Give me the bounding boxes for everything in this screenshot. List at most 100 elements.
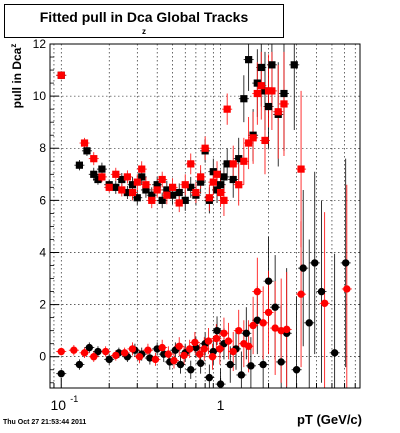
square-marker: [94, 175, 102, 184]
square-marker: [245, 139, 253, 147]
square-marker: [229, 160, 237, 168]
square-marker: [235, 155, 243, 163]
circle-marker: [229, 347, 237, 356]
square-marker: [240, 157, 248, 165]
circle-marker: [330, 349, 339, 357]
square-marker: [240, 95, 248, 103]
square-marker: [128, 188, 137, 197]
square-marker: [257, 63, 265, 72]
square-marker: [187, 160, 195, 168]
circle-marker: [259, 360, 267, 369]
circle-marker: [151, 355, 160, 364]
square-marker: [138, 173, 146, 181]
circle-marker: [297, 290, 305, 298]
square-marker: [169, 183, 177, 191]
data-markers: [57, 56, 351, 388]
square-marker: [229, 175, 237, 184]
y-axis-label: pull in Dcaz: [9, 21, 24, 131]
circle-marker: [235, 326, 243, 335]
square-marker: [98, 173, 106, 181]
circle-marker: [208, 353, 217, 361]
circle-marker: [259, 319, 267, 327]
square-marker: [290, 61, 298, 69]
square-marker: [98, 165, 106, 173]
circle-marker: [271, 324, 279, 332]
square-marker: [169, 191, 177, 199]
x-tick-label-exponent: -1: [70, 394, 78, 404]
square-marker: [268, 61, 276, 69]
square-marker: [181, 181, 189, 189]
square-marker: [223, 105, 231, 113]
circle-marker: [176, 360, 185, 369]
circle-marker: [187, 366, 195, 374]
circle-marker: [342, 259, 350, 267]
square-marker: [216, 181, 225, 189]
square-marker: [133, 178, 141, 186]
error-bars: [56, 44, 352, 388]
circle-marker: [128, 345, 137, 353]
circle-marker: [249, 321, 257, 330]
square-marker: [253, 89, 261, 98]
circle-marker: [105, 355, 113, 364]
square-marker: [220, 196, 228, 204]
circle-marker: [57, 369, 65, 378]
square-marker: [57, 71, 65, 79]
square-marker: [123, 173, 131, 181]
square-marker: [138, 165, 146, 173]
circle-marker: [85, 343, 94, 352]
square-marker: [201, 144, 209, 152]
y-axis-label-main: pull in Dca: [10, 47, 24, 109]
square-marker: [213, 170, 221, 178]
square-marker: [197, 173, 205, 181]
square-marker: [280, 100, 288, 108]
square-marker: [112, 170, 120, 178]
square-marker: [123, 188, 131, 197]
square-marker: [280, 89, 288, 98]
square-marker: [175, 188, 183, 197]
y-tick-label: 6: [39, 193, 46, 207]
circle-marker: [320, 299, 329, 308]
circle-marker: [185, 345, 194, 353]
y-tick-label: 2: [39, 298, 46, 312]
circle-marker: [253, 316, 261, 324]
circle-marker: [224, 337, 233, 345]
circle-marker: [135, 353, 144, 361]
square-marker: [163, 191, 171, 199]
circle-marker: [120, 349, 129, 357]
square-marker: [297, 165, 305, 173]
circle-marker: [282, 325, 291, 334]
square-marker: [261, 136, 269, 145]
y-axis-label-subscript: z: [9, 43, 18, 48]
circle-marker: [144, 346, 152, 354]
circle-marker: [112, 351, 120, 360]
timestamp: Thu Oct 27 21:53:44 2011: [3, 419, 87, 426]
square-marker: [216, 188, 225, 197]
circle-marker: [317, 287, 326, 296]
square-marker: [118, 186, 126, 194]
circle-marker: [311, 259, 319, 267]
circle-marker: [299, 264, 307, 272]
square-marker: [253, 79, 261, 87]
circle-marker: [196, 359, 205, 367]
circle-marker: [212, 334, 220, 343]
square-marker: [80, 139, 89, 147]
circle-marker: [213, 326, 221, 335]
circle-marker: [170, 356, 178, 365]
circle-marker: [200, 345, 208, 353]
x-tick-label: 10: [50, 397, 66, 413]
circle-marker: [175, 342, 183, 351]
title-box: Fitted pull in Dca Global Tracks z: [4, 4, 284, 38]
circle-marker: [158, 343, 166, 352]
square-marker: [223, 160, 231, 168]
square-marker: [153, 186, 161, 194]
square-marker: [128, 181, 137, 189]
square-marker: [158, 175, 166, 184]
square-marker: [209, 178, 217, 186]
x-tick-label: 1: [217, 397, 225, 413]
circle-marker: [101, 347, 110, 356]
square-marker: [249, 134, 257, 142]
circle-marker: [253, 287, 261, 296]
y-tick-label: 4: [39, 245, 46, 259]
axes-frame: [49, 43, 361, 389]
square-marker: [245, 56, 253, 64]
